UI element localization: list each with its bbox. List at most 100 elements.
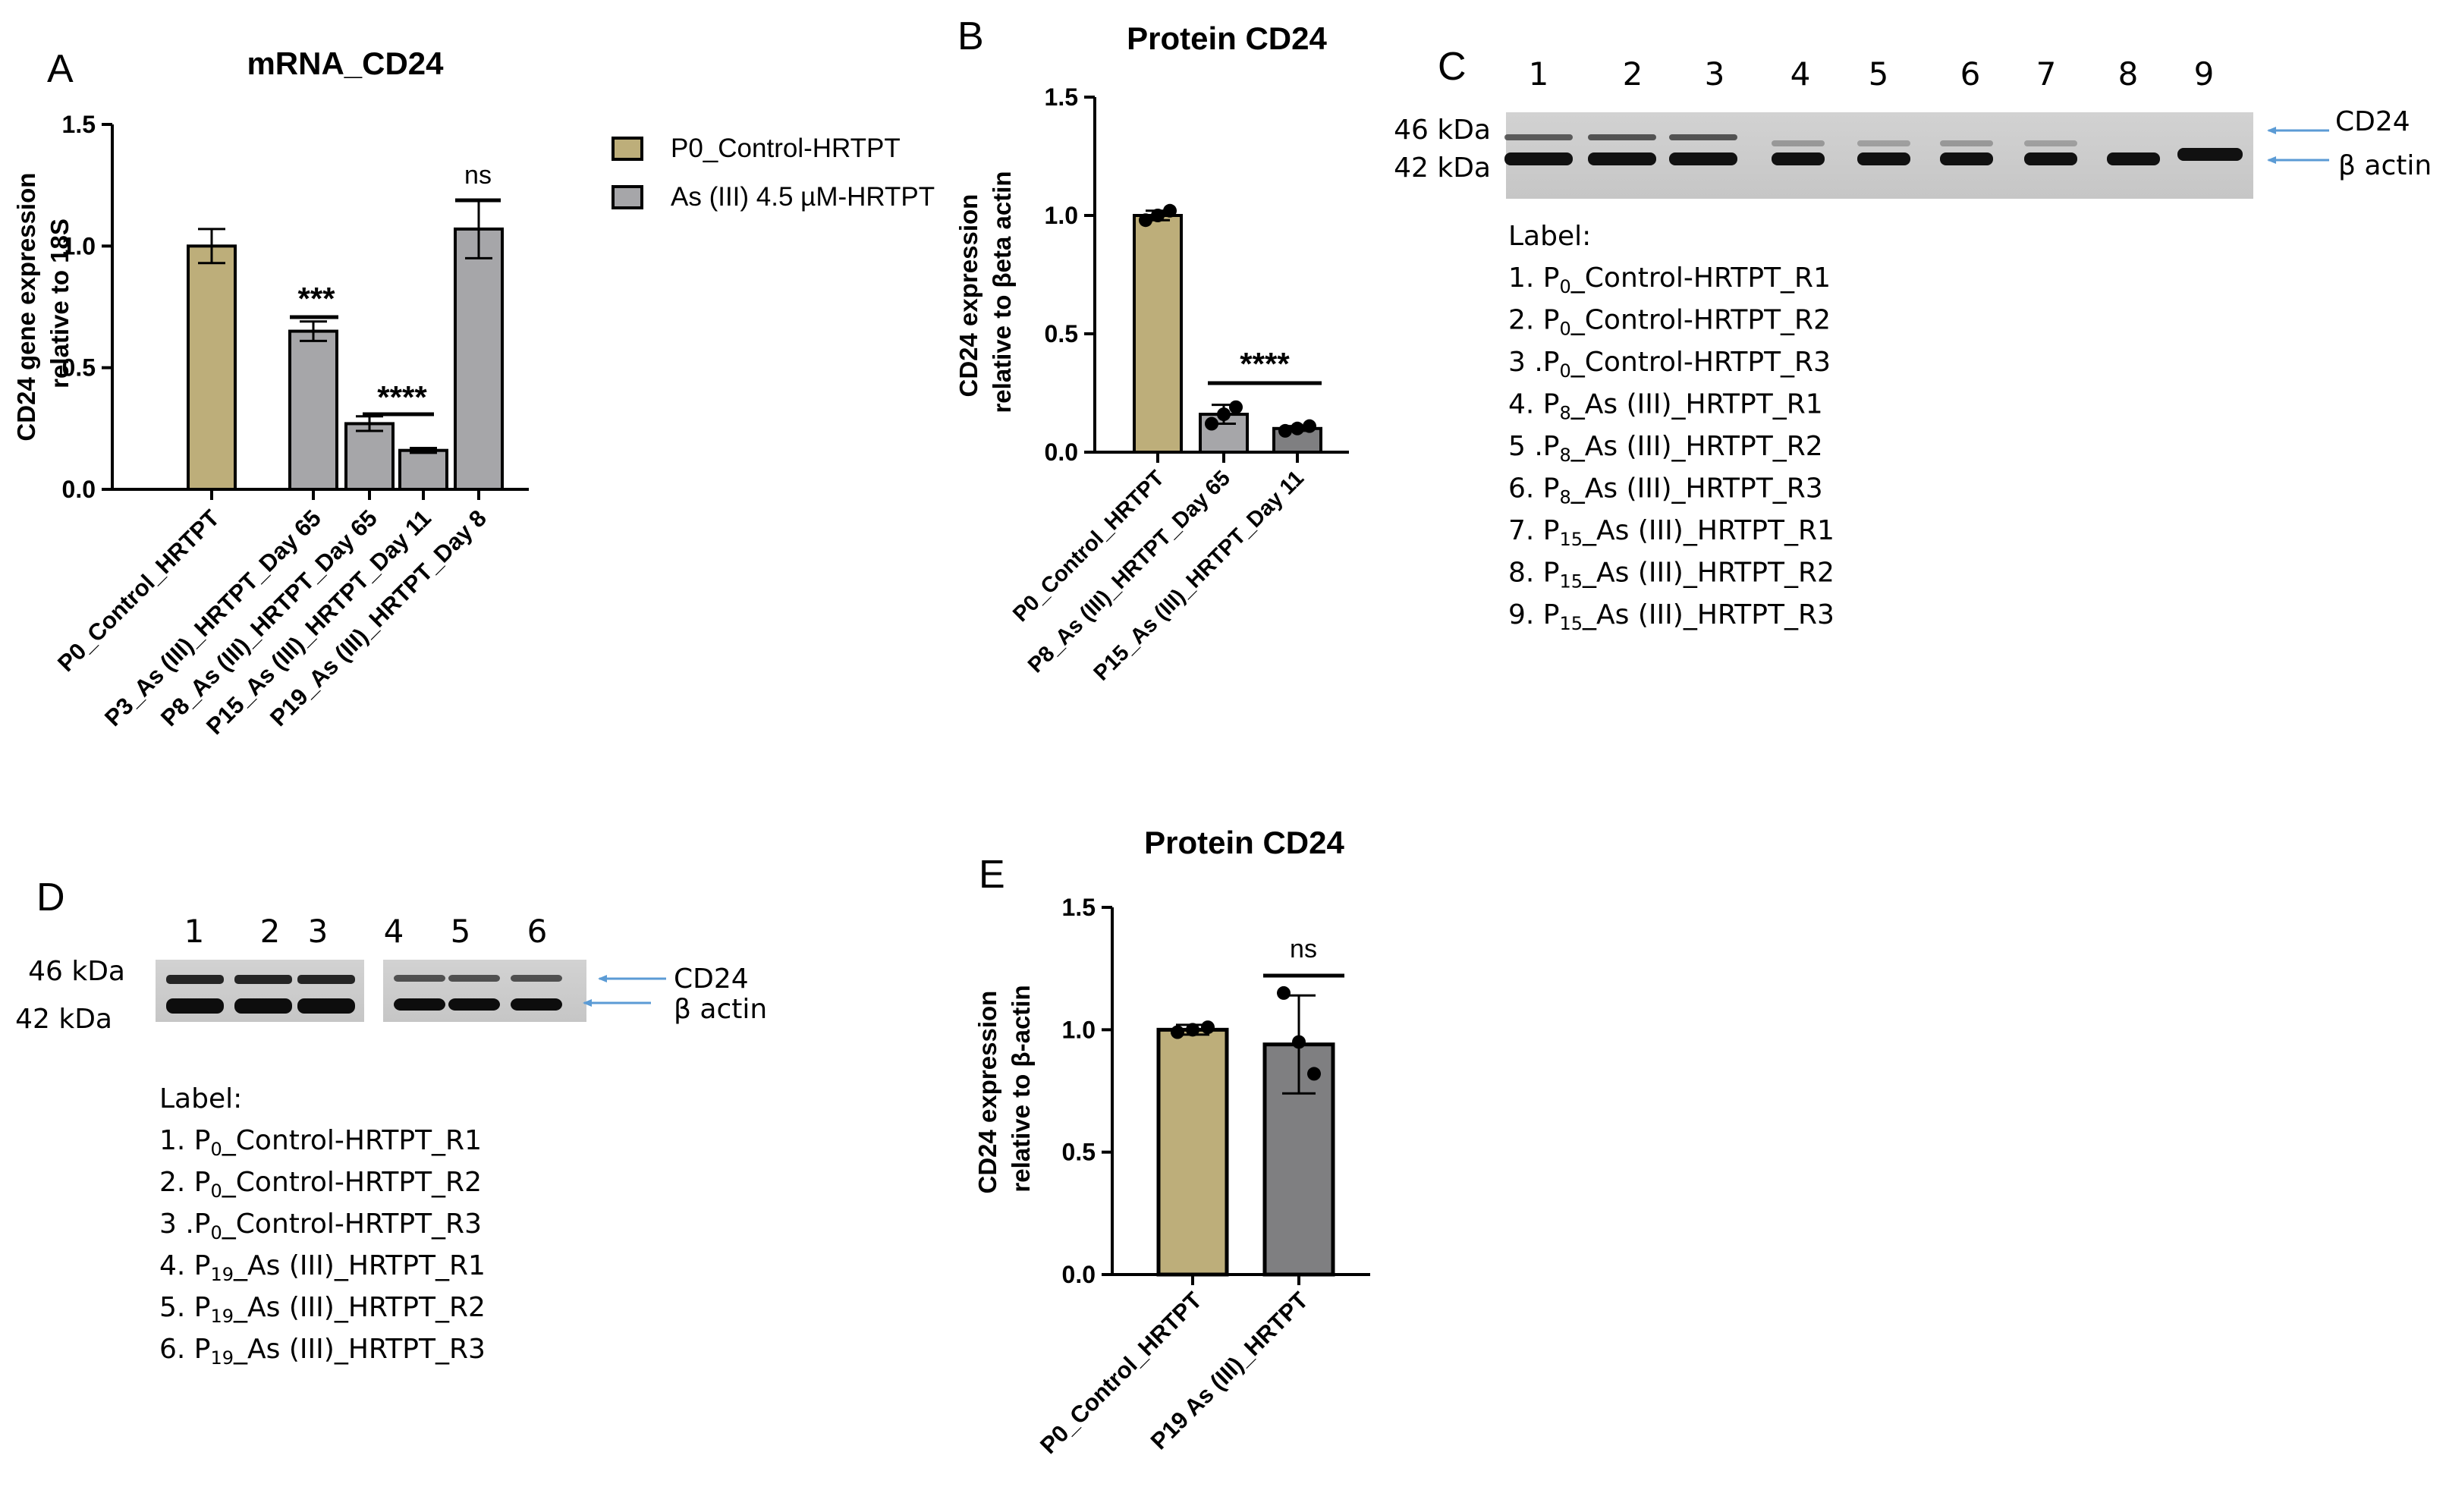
data-point bbox=[1171, 1025, 1184, 1039]
panel-a-y-label-line2: relative to 18S bbox=[46, 218, 74, 388]
bar bbox=[454, 227, 504, 491]
label-subscript: 15 bbox=[1560, 613, 1583, 634]
label-prefix: 3 .P bbox=[159, 1209, 211, 1240]
panel-c-band-cd24: CD24 bbox=[2335, 106, 2410, 137]
sig-annotation: **** bbox=[1240, 346, 1290, 382]
panel-e: E Protein CD24 CD24 expression relative … bbox=[973, 825, 1370, 1459]
panel-e-title: Protein CD24 bbox=[1144, 825, 1344, 860]
y-tick-label: 0.0 bbox=[62, 476, 96, 503]
panel-b-title: Protein CD24 bbox=[1127, 20, 1327, 56]
blot-band-actin bbox=[1940, 152, 1993, 165]
blot-band-cd24 bbox=[448, 975, 500, 982]
sig-annotation: ns bbox=[1290, 935, 1317, 963]
panel-c-western-blot bbox=[1504, 112, 2253, 199]
blot-band-actin bbox=[2107, 152, 2160, 165]
blot-band-actin bbox=[2177, 148, 2243, 161]
data-point bbox=[1307, 1067, 1321, 1081]
blot-band-actin bbox=[394, 998, 445, 1011]
blot-band-actin bbox=[1772, 152, 1825, 165]
bar bbox=[398, 448, 448, 492]
label-subscript: 0 bbox=[211, 1180, 222, 1202]
label-suffix: _As (III)_HRTPT_R1 bbox=[1570, 389, 1823, 420]
blot-band-cd24 bbox=[2024, 140, 2077, 146]
panel-b-y-label-line1: CD24 expression bbox=[954, 194, 982, 398]
blot-band-actin bbox=[2024, 152, 2077, 165]
panel-d-western-blot bbox=[156, 960, 586, 1022]
y-tick-label: 1.5 bbox=[1062, 894, 1096, 921]
label-subscript: 19 bbox=[211, 1306, 234, 1327]
data-point bbox=[1217, 407, 1231, 422]
x-tick-label: P0_Control_HRTPT bbox=[52, 505, 225, 677]
panel-b-y-label-line2: relative to βeta actin bbox=[988, 171, 1016, 413]
bar bbox=[288, 329, 338, 492]
y-tick-label: 1.5 bbox=[1045, 83, 1078, 111]
bar bbox=[344, 422, 395, 491]
panel-letter-a: A bbox=[47, 47, 74, 91]
label-list-item: 2. P0_Control-HRTPT_R2 bbox=[1508, 305, 1831, 340]
label-suffix: _As (III)_HRTPT_R2 bbox=[233, 1292, 486, 1323]
panel-c-label-title: Label: bbox=[1508, 221, 1591, 252]
label-prefix: 6. P bbox=[159, 1334, 211, 1365]
lane-number: 6 bbox=[1960, 55, 1981, 93]
lane-number: 1 bbox=[1529, 55, 1549, 93]
label-subscript: 0 bbox=[1560, 360, 1571, 382]
panel-c-kda-42: 42 kDa bbox=[1394, 152, 1491, 184]
data-point bbox=[1186, 1023, 1199, 1037]
blot-band-cd24 bbox=[1857, 140, 1910, 146]
panel-letter-e: E bbox=[979, 853, 1005, 897]
label-list-item: 9. P15_As (III)_HRTPT_R3 bbox=[1508, 599, 1834, 634]
legend-label-treated: As (III) 4.5 µM-HRTPT bbox=[671, 182, 935, 212]
label-subscript: 8 bbox=[1560, 445, 1571, 466]
blot-band-cd24 bbox=[511, 975, 562, 982]
bar bbox=[1133, 214, 1183, 454]
label-prefix: 5. P bbox=[159, 1292, 211, 1323]
label-prefix: 1. P bbox=[159, 1125, 211, 1156]
label-list-item: 2. P0_Control-HRTPT_R2 bbox=[159, 1167, 482, 1202]
label-subscript: 19 bbox=[211, 1264, 234, 1285]
label-suffix: _As (III)_HRTPT_R3 bbox=[233, 1334, 486, 1365]
label-list-item: 6. P8_As (III)_HRTPT_R3 bbox=[1508, 473, 1823, 508]
label-suffix: _As (III)_HRTPT_R2 bbox=[1582, 558, 1834, 589]
blot-band-actin bbox=[1504, 152, 1573, 165]
lane-number: 5 bbox=[1869, 55, 1889, 93]
panel-c: C 1 2 3 4 5 6 7 8 9 46 kDa 42 kDa CD24 β actin L… bbox=[1394, 45, 2432, 634]
data-point bbox=[1229, 400, 1243, 414]
lane-number: 2 bbox=[1623, 55, 1643, 93]
blot-band-cd24 bbox=[297, 975, 355, 984]
panel-letter-d: D bbox=[36, 875, 65, 919]
sig-annotation: ns bbox=[464, 161, 492, 190]
panel-b: B Protein CD24 CD24 expression relative … bbox=[954, 14, 1349, 686]
legend: P0_Control-HRTPT As (III) 4.5 µM-HRTPT bbox=[612, 134, 935, 212]
lane-number: 4 bbox=[1790, 55, 1811, 93]
panel-d-label-title: Label: bbox=[159, 1083, 242, 1114]
label-list-item: 1. P0_Control-HRTPT_R1 bbox=[159, 1125, 482, 1160]
panel-a: A mRNA_CD24 CD24 gene expression relativ… bbox=[12, 46, 529, 740]
sig-annotation: *** bbox=[297, 281, 335, 316]
y-tick-label: 1.5 bbox=[62, 111, 96, 138]
y-tick-label: 0.0 bbox=[1062, 1261, 1096, 1288]
blot-band-cd24 bbox=[166, 975, 224, 984]
lane-number: 3 bbox=[308, 913, 329, 950]
panel-a-title: mRNA_CD24 bbox=[247, 46, 444, 81]
y-tick-label: 1.0 bbox=[1045, 202, 1078, 229]
blot-band-actin bbox=[511, 998, 562, 1011]
panel-c-kda-46: 46 kDa bbox=[1394, 115, 1491, 146]
blot-band-cd24 bbox=[234, 975, 292, 984]
label-prefix: 5 .P bbox=[1508, 431, 1560, 462]
x-tick-label: P15_As (III)_HRTPT_Day 11 bbox=[201, 505, 436, 740]
label-list-item: 5. P19_As (III)_HRTPT_R2 bbox=[159, 1292, 486, 1327]
blot-band-cd24 bbox=[1504, 134, 1573, 140]
label-list-item: 7. P15_As (III)_HRTPT_R1 bbox=[1508, 515, 1834, 550]
label-prefix: 7. P bbox=[1508, 515, 1560, 546]
label-subscript: 15 bbox=[1560, 529, 1583, 550]
label-prefix: 2. P bbox=[159, 1167, 211, 1198]
label-suffix: _As (III)_HRTPT_R1 bbox=[1582, 515, 1834, 546]
lane-number: 4 bbox=[384, 913, 404, 950]
sig-annotation: **** bbox=[377, 379, 427, 415]
label-prefix: 6. P bbox=[1508, 473, 1560, 505]
blot-band-actin bbox=[1588, 152, 1656, 165]
label-subscript: 0 bbox=[1560, 276, 1571, 297]
data-point bbox=[1151, 209, 1165, 222]
